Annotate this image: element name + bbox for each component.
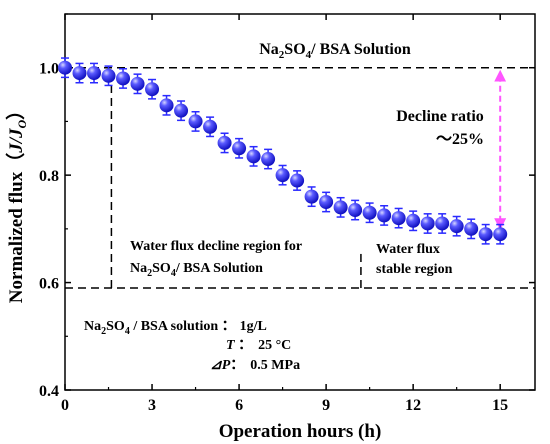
point-marker — [478, 227, 493, 242]
point-marker — [333, 200, 348, 215]
x-tick-label: 6 — [235, 397, 243, 414]
data-point — [478, 223, 493, 245]
point-marker — [232, 141, 247, 156]
region1-label-line1: Water flux decline region for — [130, 239, 302, 254]
point-marker — [246, 149, 261, 164]
point-marker — [406, 213, 421, 228]
point-marker — [159, 98, 174, 113]
data-point — [275, 164, 290, 186]
region1-label-line2: Na2SO4/ BSA Solution — [130, 261, 263, 279]
data-point — [493, 223, 508, 245]
data-point — [203, 116, 218, 138]
data-point — [246, 145, 261, 167]
data-points — [58, 57, 508, 245]
point-marker — [362, 205, 377, 220]
data-point — [217, 132, 232, 154]
point-marker — [87, 66, 102, 81]
y-tick-label: 0.6 — [39, 276, 59, 293]
point-marker — [435, 216, 450, 231]
point-marker — [464, 221, 479, 236]
condition-solution: Na2SO4 / BSA solution ： 1g/L — [84, 319, 267, 337]
y-tick-label: 0.4 — [39, 383, 59, 400]
point-marker — [116, 71, 131, 86]
data-point — [406, 210, 421, 232]
point-marker — [348, 203, 363, 218]
point-marker — [145, 82, 160, 97]
point-marker — [203, 119, 218, 134]
data-point — [290, 170, 305, 191]
point-marker — [304, 189, 319, 204]
reference-lines — [65, 66, 535, 289]
point-marker — [58, 60, 72, 75]
data-point — [435, 213, 450, 234]
data-point — [72, 62, 87, 84]
data-point — [58, 57, 72, 79]
data-point — [348, 199, 363, 221]
data-point — [87, 62, 102, 84]
data-point — [391, 207, 406, 229]
decline-ratio-label: Decline ratio — [396, 108, 484, 125]
point-marker — [290, 173, 305, 188]
data-point — [464, 218, 479, 240]
x-tick-label: 9 — [322, 397, 330, 414]
region2-label-line2: stable region — [376, 262, 453, 277]
data-point — [362, 202, 377, 224]
data-point — [377, 205, 392, 226]
x-tick-label: 12 — [405, 397, 421, 414]
data-point — [116, 68, 131, 89]
data-point — [319, 191, 334, 213]
region2-label-line1: Water flux — [376, 242, 440, 257]
point-marker — [319, 195, 334, 209]
data-point — [333, 196, 348, 218]
data-point — [174, 100, 189, 122]
data-point — [130, 73, 145, 95]
plot-frame — [64, 13, 536, 391]
point-marker — [275, 168, 290, 183]
data-point — [304, 186, 319, 208]
tick-labels: 0 3 6 9 12 15 0.4 0.6 0.8 1.0 — [39, 61, 508, 414]
data-point — [101, 65, 116, 87]
data-point — [188, 111, 203, 132]
x-axis-title: Operation hours (h) — [219, 421, 382, 442]
data-point — [145, 78, 160, 100]
point-marker — [261, 152, 276, 167]
y-tick-label: 0.8 — [39, 168, 59, 185]
x-tick-label: 15 — [492, 397, 508, 414]
point-marker — [493, 227, 508, 242]
point-marker — [130, 76, 145, 91]
point-marker — [420, 216, 435, 231]
point-marker — [377, 208, 392, 223]
point-marker — [217, 135, 232, 150]
x-tick-label: 0 — [61, 397, 69, 414]
data-point — [232, 137, 247, 159]
point-marker — [101, 68, 116, 83]
point-marker — [391, 211, 406, 226]
decline-ratio-value: ～25% — [436, 131, 484, 148]
data-point — [449, 215, 464, 237]
condition-temperature: T ： 25 °C — [226, 338, 291, 353]
data-point — [420, 213, 435, 234]
y-axis-title: Normalized flux（J/JO） — [4, 101, 29, 303]
point-marker — [188, 114, 203, 129]
condition-pressure: ⊿P： 0.5 MPa — [210, 358, 300, 373]
point-marker — [72, 66, 87, 81]
data-point — [159, 94, 174, 116]
y-tick-label: 1.0 — [39, 61, 59, 78]
data-point — [261, 148, 276, 170]
x-tick-label: 3 — [148, 397, 156, 414]
point-marker — [449, 219, 464, 234]
point-marker — [174, 103, 189, 118]
chart-title: Na2SO4/ BSA Solution — [259, 41, 411, 61]
